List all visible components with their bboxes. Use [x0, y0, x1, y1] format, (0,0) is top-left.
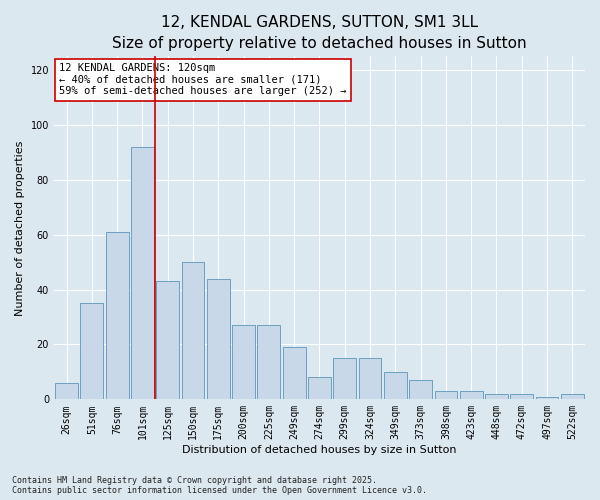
Bar [561, 394, 584, 400]
Bar [460, 391, 482, 400]
Text: 12 KENDAL GARDENS: 120sqm
← 40% of detached houses are smaller (171)
59% of semi: 12 KENDAL GARDENS: 120sqm ← 40% of detac… [59, 63, 347, 96]
Bar [384, 372, 407, 400]
Bar [485, 394, 508, 400]
Bar [434, 391, 457, 400]
Bar [283, 347, 305, 400]
Bar [334, 358, 356, 400]
Bar [157, 282, 179, 400]
Y-axis label: Number of detached properties: Number of detached properties [15, 140, 25, 316]
Bar [131, 147, 154, 400]
Title: 12, KENDAL GARDENS, SUTTON, SM1 3LL
Size of property relative to detached houses: 12, KENDAL GARDENS, SUTTON, SM1 3LL Size… [112, 15, 527, 51]
Bar [80, 304, 103, 400]
Bar [207, 278, 230, 400]
Bar [511, 394, 533, 400]
Bar [536, 396, 559, 400]
Bar [359, 358, 382, 400]
Bar [409, 380, 432, 400]
Text: Contains HM Land Registry data © Crown copyright and database right 2025.
Contai: Contains HM Land Registry data © Crown c… [12, 476, 427, 495]
Bar [257, 325, 280, 400]
Bar [182, 262, 205, 400]
X-axis label: Distribution of detached houses by size in Sutton: Distribution of detached houses by size … [182, 445, 457, 455]
Bar [106, 232, 128, 400]
Bar [55, 383, 78, 400]
Bar [232, 325, 255, 400]
Bar [308, 378, 331, 400]
